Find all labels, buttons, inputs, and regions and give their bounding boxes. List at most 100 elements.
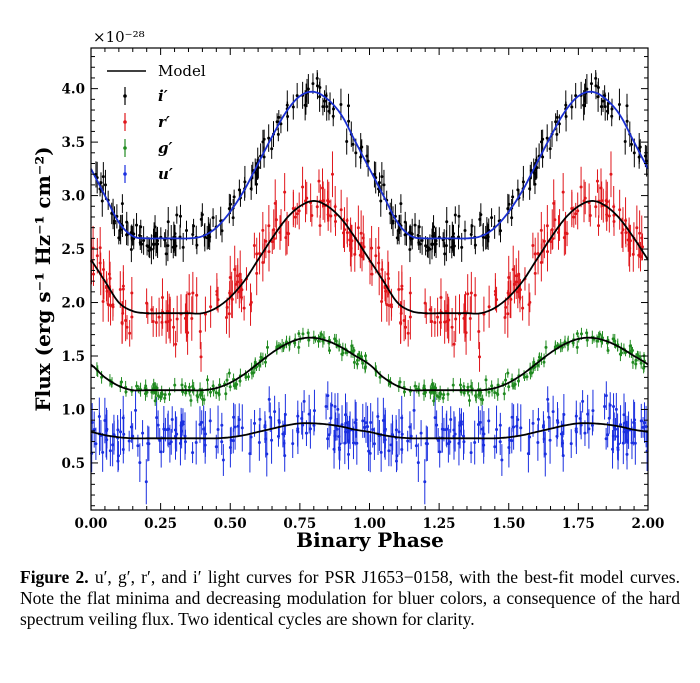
- data-point: [473, 441, 477, 445]
- data-point: [605, 200, 609, 204]
- data-point: [237, 418, 241, 422]
- data-point: [443, 320, 447, 324]
- data-point: [339, 102, 343, 106]
- data-point: [493, 391, 497, 395]
- data-point: [606, 349, 610, 353]
- data-point: [315, 84, 319, 88]
- data-point: [521, 306, 525, 310]
- data-point: [380, 175, 384, 179]
- data-point: [408, 248, 412, 252]
- data-point: [217, 391, 221, 395]
- data-point: [552, 201, 556, 205]
- data-point: [228, 385, 232, 389]
- data-point: [624, 219, 628, 223]
- data-point: [205, 236, 209, 240]
- data-point: [106, 303, 110, 307]
- data-point: [579, 185, 583, 189]
- legend-label-u: u′: [158, 165, 173, 183]
- axis-ticks: 0.00 0.25 0.50 0.75 1.00 1.25 1.50 1.75 2.00 0.5 1…: [62, 48, 664, 532]
- data-point: [530, 371, 534, 375]
- data-point: [518, 288, 522, 292]
- data-point: [618, 208, 622, 212]
- data-point: [214, 445, 218, 449]
- data-point: [438, 391, 442, 395]
- data-point: [236, 274, 240, 278]
- data-point: [327, 433, 331, 437]
- data-point: [385, 303, 389, 307]
- data-point: [502, 392, 506, 396]
- data-point: [340, 423, 344, 427]
- data-point: [381, 419, 385, 423]
- data-point: [536, 441, 540, 445]
- data-point: [585, 338, 589, 342]
- data-point: [409, 434, 413, 438]
- data-point: [493, 445, 497, 449]
- data-point: [387, 449, 391, 453]
- data-point: [333, 220, 337, 224]
- data-point: [587, 427, 591, 431]
- data-point: [545, 136, 549, 140]
- data-point: [356, 226, 360, 230]
- data-point: [397, 288, 401, 292]
- data-point: [312, 423, 316, 427]
- data-point: [617, 102, 621, 106]
- data-point: [191, 384, 195, 388]
- data-point: [541, 155, 545, 159]
- data-point: [361, 419, 365, 423]
- y-tick-label: 2.5: [62, 242, 86, 258]
- data-point: [536, 251, 540, 255]
- data-point: [441, 396, 445, 400]
- data-point: [457, 441, 461, 445]
- data-point: [370, 272, 374, 276]
- data-point: [514, 274, 518, 278]
- data-point: [451, 383, 455, 387]
- data-point: [542, 239, 546, 243]
- data-point: [509, 297, 513, 301]
- data-point: [211, 216, 215, 220]
- data-point: [306, 331, 310, 335]
- data-point: [143, 392, 147, 396]
- data-point: [172, 325, 176, 329]
- data-point: [625, 119, 629, 123]
- data-point: [184, 391, 188, 395]
- data-point: [498, 440, 502, 444]
- data-point: [297, 209, 301, 213]
- data-point: [527, 303, 531, 307]
- series-u-points: [90, 381, 649, 505]
- data-point: [402, 319, 406, 323]
- data-point: [614, 427, 618, 431]
- data-point: [616, 442, 620, 446]
- data-point: [91, 272, 95, 276]
- data-point: [341, 231, 345, 235]
- legend-marker-point: [123, 172, 127, 176]
- data-point: [551, 410, 555, 414]
- data-point: [517, 272, 521, 276]
- data-point: [173, 383, 177, 387]
- data-point: [476, 423, 480, 427]
- data-point: [507, 202, 511, 206]
- data-point: [191, 451, 195, 455]
- data-point: [594, 84, 598, 88]
- data-point: [639, 361, 643, 365]
- data-point: [352, 360, 356, 364]
- data-point: [604, 394, 608, 398]
- data-point: [408, 291, 412, 295]
- data-point: [433, 416, 437, 420]
- data-point: [152, 383, 156, 387]
- data-point: [237, 290, 241, 294]
- data-point: [585, 87, 589, 91]
- data-point: [218, 383, 222, 387]
- data-point: [195, 293, 199, 297]
- x-tick-label: 0.25: [144, 516, 177, 532]
- data-point: [449, 417, 453, 421]
- data-point: [118, 288, 122, 292]
- data-point: [474, 394, 478, 398]
- data-point: [270, 240, 274, 244]
- data-point: [214, 391, 218, 395]
- data-point: [466, 292, 470, 296]
- data-point: [258, 417, 262, 421]
- x-tick-label: 1.75: [562, 516, 595, 532]
- data-point: [164, 252, 168, 256]
- data-point: [406, 331, 410, 335]
- data-point: [468, 317, 472, 321]
